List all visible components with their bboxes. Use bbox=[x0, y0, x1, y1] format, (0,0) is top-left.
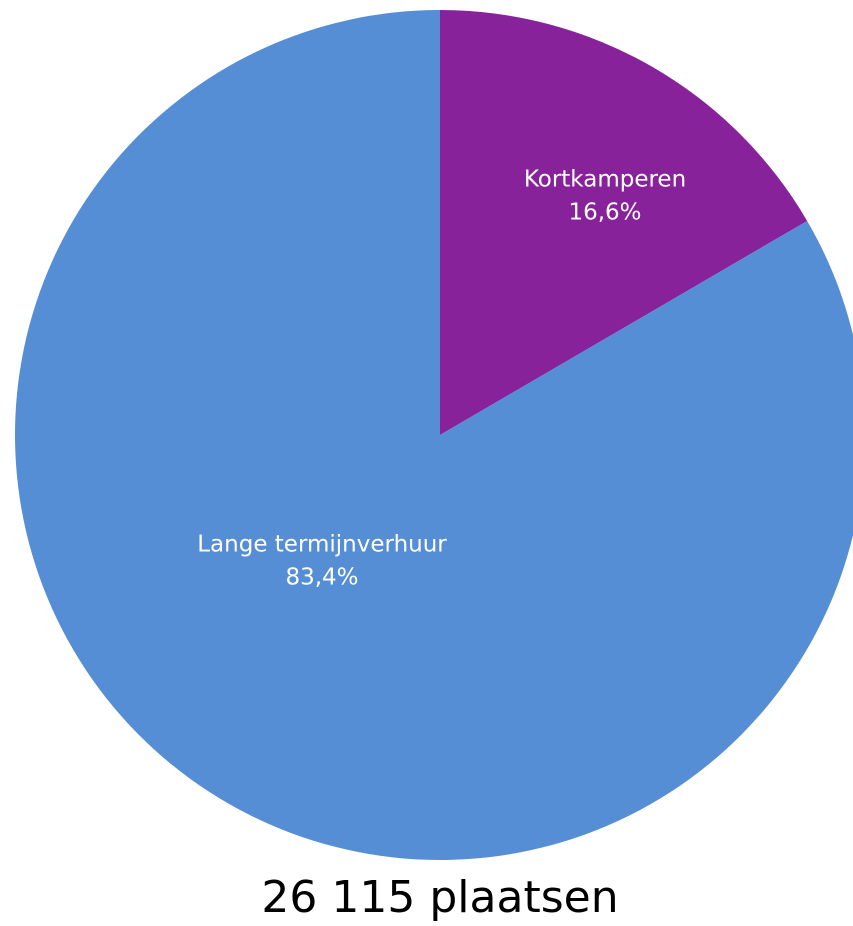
pie-slice bbox=[440, 10, 808, 435]
slice-value-label: 16,6% bbox=[568, 200, 641, 226]
slice-label: Kortkamperen bbox=[524, 167, 686, 193]
slice-label: Lange termijnverhuur bbox=[197, 532, 447, 558]
slice-value-label: 83,4% bbox=[285, 565, 358, 591]
chart-caption: 26 115 plaatsen bbox=[261, 872, 618, 923]
pie-slice bbox=[14, 10, 853, 860]
